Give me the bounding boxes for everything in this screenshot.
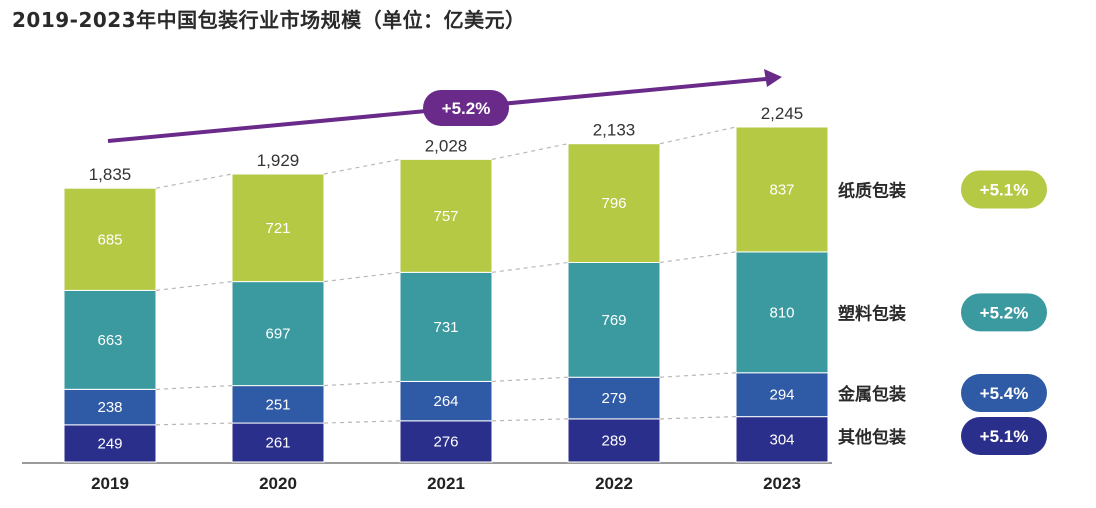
total-value-label: 1,929: [257, 151, 300, 170]
legend-cagr-pill: [961, 293, 1047, 332]
x-tick-label: 2019: [91, 474, 129, 493]
dashed-connector-line: [155, 384, 233, 390]
bar-segment: [567, 418, 661, 463]
bar-segment: [231, 422, 325, 463]
legend-series-label: 纸质包装: [838, 180, 906, 200]
bar-segment: [399, 158, 493, 273]
bar-segment: [735, 372, 829, 418]
legend-cagr-label: +5.1%: [980, 180, 1029, 199]
segment-value-label: 796: [601, 195, 626, 212]
x-tick-label: 2021: [427, 474, 465, 493]
segment-value-label: 251: [265, 396, 290, 413]
total-value-label: 2,028: [425, 136, 468, 155]
segment-value-label: 697: [265, 326, 290, 343]
total-value-label: 1,835: [89, 165, 132, 184]
dashed-connector-line: [659, 416, 737, 420]
segment-value-label: 810: [769, 304, 794, 321]
dashed-connector-line: [659, 372, 737, 378]
bar-segment: [231, 281, 325, 387]
segment-value-label: 769: [601, 312, 626, 329]
x-tick-label: 2023: [763, 474, 801, 493]
segment-value-label: 685: [97, 231, 122, 248]
dashed-connector-line: [155, 280, 233, 291]
bar-segment: [735, 251, 829, 374]
legend-cagr-pill: [961, 374, 1047, 412]
bar-segment: [567, 261, 661, 378]
dashed-connector-line: [155, 422, 233, 426]
bar-segment: [63, 388, 157, 426]
dashed-connector-line: [491, 418, 569, 422]
bar-segment: [63, 187, 157, 291]
segment-value-label: 249: [97, 435, 122, 452]
x-tick-label: 2020: [259, 474, 297, 493]
bar-segment: [735, 416, 829, 463]
total-value-label: 2,133: [593, 121, 636, 140]
overall-cagr-label: +5.2%: [442, 99, 491, 118]
bar-segment: [63, 289, 157, 390]
bar-segment: [399, 271, 493, 382]
dashed-connector-line: [659, 126, 737, 145]
bar-segment: [63, 424, 157, 463]
dashed-connector-line: [155, 173, 233, 189]
dashed-connector-line: [323, 380, 401, 387]
segment-value-label: 289: [601, 432, 626, 449]
segment-value-label: 731: [433, 319, 458, 336]
segment-value-label: 276: [433, 433, 458, 450]
legend-cagr-label: +5.4%: [980, 384, 1029, 403]
segment-value-label: 757: [433, 208, 458, 225]
segment-value-label: 721: [265, 220, 290, 237]
trend-arrowhead: [764, 69, 782, 87]
dashed-connector-line: [323, 158, 401, 175]
legend-cagr-label: +5.2%: [980, 303, 1029, 322]
segment-value-label: 837: [769, 181, 794, 198]
segment-value-label: 264: [433, 393, 458, 410]
bar-segment: [399, 420, 493, 463]
segment-value-label: 663: [97, 332, 122, 349]
segment-value-label: 261: [265, 435, 290, 452]
bar-segment: [231, 385, 325, 424]
chart-title: 2019-2023年中国包装行业市场规模（单位：亿美元）: [12, 8, 526, 32]
dashed-connector-line: [491, 143, 569, 160]
segment-value-label: 294: [769, 387, 794, 404]
bar-segment: [231, 173, 325, 283]
bar-segment: [567, 143, 661, 263]
dashed-connector-line: [323, 271, 401, 283]
legend-series-label: 塑料包装: [838, 303, 906, 323]
segment-value-label: 304: [769, 431, 794, 448]
legend-cagr-pill: [961, 170, 1047, 209]
segment-value-label: 238: [97, 399, 122, 416]
legend-cagr-pill: [961, 417, 1047, 455]
legend-series-label: 其他包装: [838, 427, 906, 447]
dashed-connector-line: [323, 420, 401, 424]
dashed-connector-line: [491, 261, 569, 273]
bar-segment: [735, 126, 829, 253]
dashed-connector-line: [659, 251, 737, 264]
legend-cagr-label: +5.1%: [980, 427, 1029, 446]
overall-cagr-pill: [423, 90, 509, 126]
total-value-label: 2,245: [761, 104, 804, 123]
dashed-connector-line: [491, 376, 569, 383]
segment-value-label: 279: [601, 390, 626, 407]
legend-series-label: 金属包装: [837, 384, 906, 404]
x-tick-label: 2022: [595, 474, 633, 493]
